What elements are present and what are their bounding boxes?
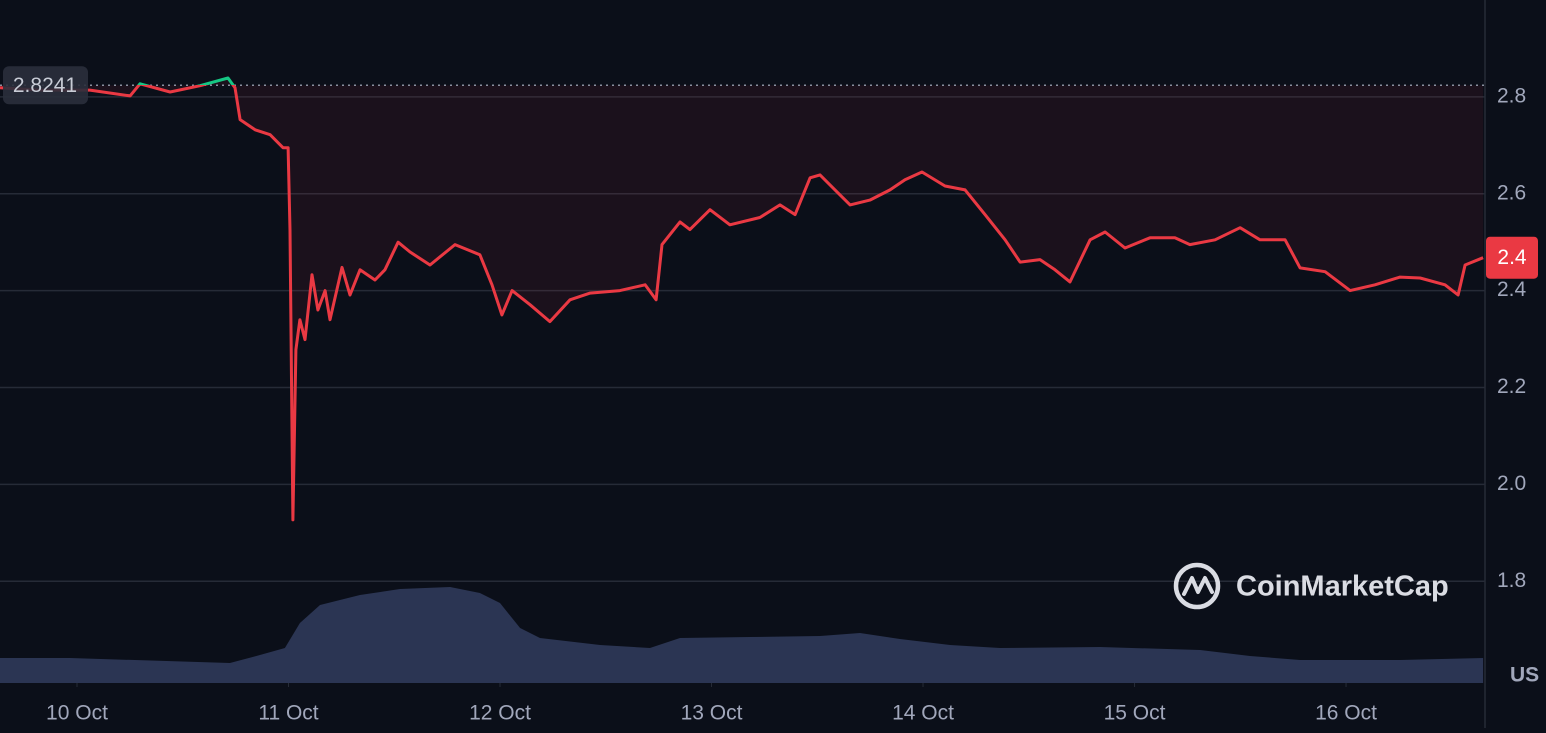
x-tick-label: 15 Oct xyxy=(1104,702,1166,725)
x-tick-label: 12 Oct xyxy=(469,702,531,725)
y-tick-label: 1.8 xyxy=(1497,569,1526,592)
currency-label: US xyxy=(1510,664,1539,687)
y-tick-label: 2.6 xyxy=(1497,181,1526,204)
reference-label: 2.8241 xyxy=(13,74,77,97)
watermark: CoinMarketCap xyxy=(1173,562,1449,610)
watermark-text: CoinMarketCap xyxy=(1236,571,1449,603)
last-price-box xyxy=(1486,236,1538,279)
x-tick-label: 11 Oct xyxy=(258,702,318,725)
logo-mark xyxy=(1182,576,1214,596)
price-line xyxy=(0,76,1484,522)
y-tick-label: 2.2 xyxy=(1497,375,1526,398)
logo-ring xyxy=(1173,562,1221,610)
x-tick-label: 14 Oct xyxy=(892,702,954,725)
y-tick-label: 2.8 xyxy=(1497,84,1526,107)
y-tick-label: 2.0 xyxy=(1497,472,1526,495)
reference-label-box xyxy=(3,66,88,105)
x-tick-label: 16 Oct xyxy=(1315,702,1377,725)
x-tick-label: 13 Oct xyxy=(681,702,743,725)
price-area xyxy=(0,78,1484,520)
y-tick-label: 2.4 xyxy=(1497,278,1527,301)
x-tick-label: 10 Oct xyxy=(46,702,108,725)
last-price-label: 2.4 xyxy=(1497,246,1527,269)
volume-area xyxy=(0,587,1484,683)
